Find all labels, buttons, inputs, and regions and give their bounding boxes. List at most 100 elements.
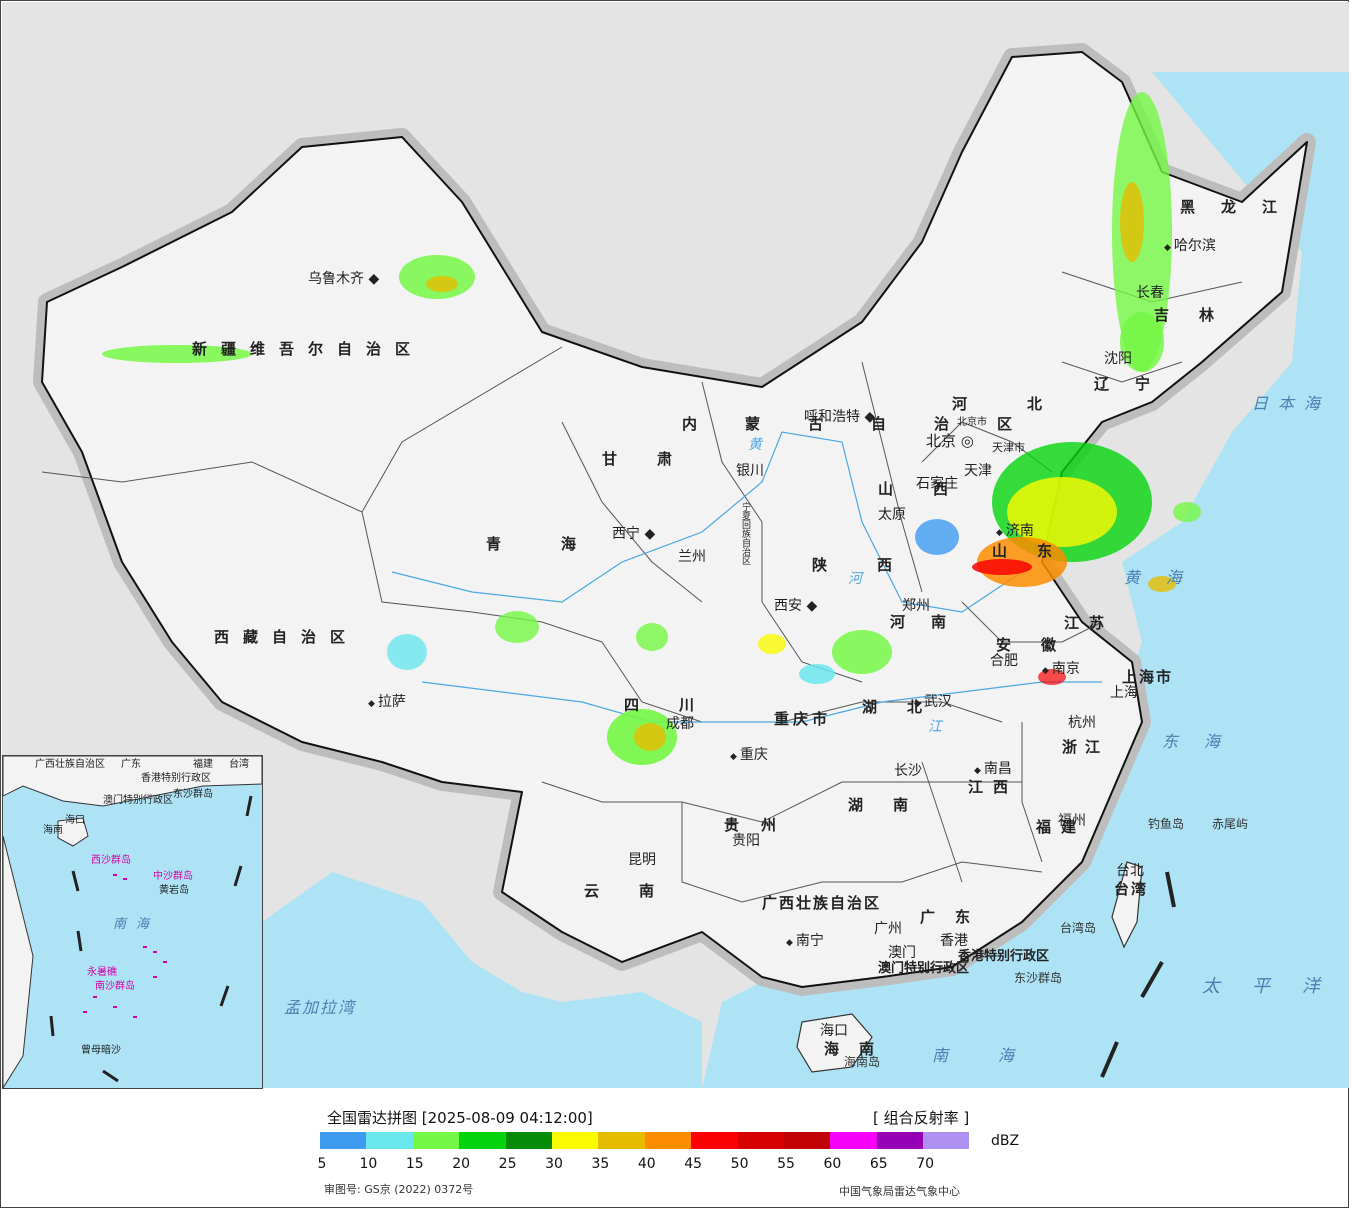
sea-label: 东海 — [1162, 732, 1247, 751]
scale-tick: 70 — [916, 1156, 935, 1172]
scale-tick: 30 — [545, 1156, 563, 1172]
city-label: 太原 — [878, 507, 906, 523]
inset-label: 中沙群岛 — [153, 871, 193, 882]
sea-label: 黄海 — [1124, 568, 1209, 587]
product-label: [ 组合反射率 ] — [873, 1109, 970, 1127]
city-label: 上海 — [1110, 685, 1138, 701]
city-label: 合肥 — [990, 653, 1018, 669]
city-label: 沈阳 — [1104, 351, 1132, 367]
hainan-island — [796, 1013, 873, 1073]
scale-tick: 25 — [498, 1156, 517, 1172]
city-label: 石家庄 — [916, 476, 958, 492]
city-label: 南昌 — [974, 762, 1012, 776]
province-label: 香港特别行政区 — [958, 949, 1050, 964]
maritime-boundary — [1100, 871, 1176, 1078]
province-label: 广西壮族自治区 — [762, 894, 882, 912]
approval-number: 审图号: GS京 (2022) 0372号 — [324, 1183, 474, 1196]
color-swatch — [459, 1132, 506, 1149]
river-label: 江 — [928, 719, 942, 735]
city-label: 香港 — [940, 933, 968, 949]
inset-label: 海口 — [65, 815, 85, 826]
province-label: 山东 — [992, 542, 1083, 560]
province-label: 北京市 — [957, 417, 987, 428]
city-label: 贵阳 — [732, 833, 760, 849]
province-label: 澳门特别行政区 — [878, 961, 970, 976]
island-label: 钓鱼岛 — [1148, 817, 1185, 831]
island-label: 东沙群岛 — [1014, 971, 1063, 985]
sea-label: 南海 — [932, 1046, 1065, 1065]
color-swatch — [644, 1132, 692, 1149]
sea-label: 日本海 — [1252, 394, 1331, 413]
scale-tick: 55 — [777, 1156, 795, 1172]
city-label: 海口 — [820, 1023, 848, 1039]
city-label: 拉萨 — [368, 695, 406, 709]
city-label: 西安 ◆ — [774, 598, 818, 614]
island-label: 赤尾屿 — [1212, 817, 1249, 831]
unit-label: dBZ — [991, 1133, 1020, 1149]
province-label: 西藏自治区 — [214, 628, 360, 646]
city-label: 北京 ◎ — [926, 432, 974, 450]
inset-label: 海南 — [43, 825, 63, 836]
city-label: 澳门 — [888, 945, 916, 961]
city-label: 昆明 — [628, 852, 656, 868]
province-label: 山西 — [878, 480, 989, 498]
inset-label: 香港特别行政区 — [141, 773, 211, 784]
color-scale — [320, 1132, 970, 1149]
province-label: 黑龙江 — [1180, 198, 1304, 216]
province-label: 江苏 — [1064, 614, 1115, 632]
map-canvas — [33, 43, 1349, 1088]
inset-label: 黄岩岛 — [159, 885, 189, 896]
province-label: 浙江 — [1062, 738, 1109, 756]
inset-canvas — [3, 756, 262, 1088]
rivers — [391, 431, 1102, 723]
city-label: 呼和浩特 ◆ — [804, 409, 876, 425]
inset-label: 澳门特别行政区 — [103, 795, 173, 806]
legend-title: 全国雷达拼图 [2025-08-09 04:12:00] — [327, 1109, 593, 1127]
city-label: 兰州 — [678, 549, 706, 565]
river-label: 河 — [848, 571, 862, 587]
inset-label: 曾母暗沙 — [81, 1045, 121, 1056]
scale-tick: 15 — [405, 1156, 424, 1172]
province-label: 河北 — [952, 395, 1103, 413]
inset-label: 永暑礁 — [87, 967, 117, 978]
color-swatch — [320, 1132, 367, 1149]
city-label: 福州 — [1058, 813, 1086, 829]
scale-tick: 45 — [684, 1156, 703, 1172]
color-swatch — [598, 1132, 645, 1149]
province-label: 广东 — [920, 908, 991, 926]
inset-label: 东沙群岛 — [173, 789, 213, 800]
province-label: 甘肃 — [602, 450, 713, 468]
province-label: 湖南 — [848, 796, 939, 814]
color-swatch — [923, 1132, 970, 1149]
province-label: 上海市 — [1122, 668, 1174, 686]
scale-tick: 35 — [591, 1156, 610, 1172]
sea-label: 太平洋 — [1202, 976, 1349, 997]
city-label: 西宁 ◆ — [612, 526, 656, 542]
scale-tick: 65 — [869, 1156, 888, 1172]
province-label: 重庆市 — [774, 710, 832, 728]
taiwan-island — [1111, 861, 1143, 949]
scale-tick: 60 — [823, 1156, 842, 1172]
ocean-east — [702, 72, 1349, 1088]
city-label: 济南 — [996, 524, 1034, 538]
province-label: 四川 — [624, 696, 735, 714]
city-label: 武汉 — [914, 695, 952, 709]
city-label: 南宁 — [786, 934, 824, 948]
color-swatch — [737, 1132, 784, 1149]
south-china-sea-inset: 广西壮族自治区 广东 福建 台湾 香港特别行政区 澳门特别行政区 东沙群岛 海南… — [2, 755, 263, 1089]
inset-label: 南沙群岛 — [95, 981, 135, 992]
city-label: 银川 — [736, 463, 764, 479]
color-swatch — [412, 1132, 460, 1149]
color-swatch — [366, 1132, 413, 1149]
ocean-bay — [262, 872, 702, 1088]
city-label: 长沙 — [894, 763, 922, 779]
city-label: 南京 — [1042, 662, 1080, 676]
inset-label: 广西壮族自治区 — [35, 759, 105, 770]
province-label: 海南 — [824, 1040, 895, 1058]
inset-sea-label: 南海 — [113, 917, 160, 932]
scale-tick: 50 — [730, 1156, 749, 1172]
city-label: 郑州 — [902, 598, 930, 614]
scale-tick: 20 — [452, 1156, 471, 1172]
color-swatch — [783, 1132, 831, 1149]
city-label: 乌鲁木齐 ◆ — [308, 271, 380, 287]
